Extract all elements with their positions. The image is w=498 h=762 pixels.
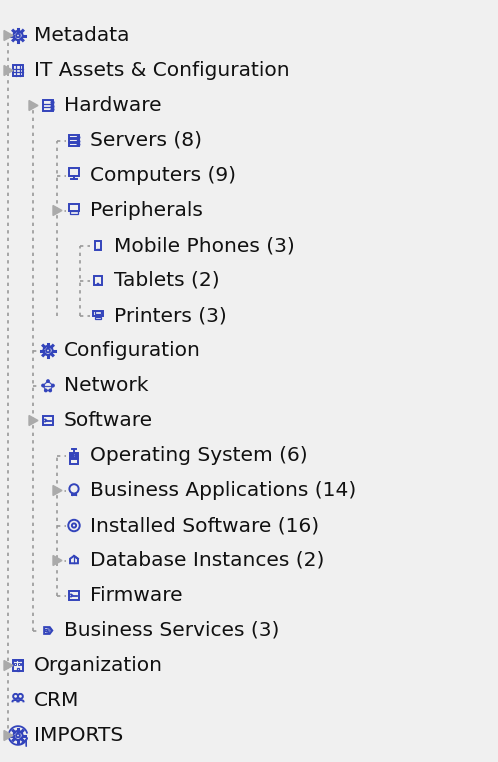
Circle shape	[52, 384, 54, 386]
Bar	[69, 135, 79, 138]
Bar	[14, 659, 16, 661]
Text: Firmware: Firmware	[90, 586, 183, 605]
Text: Business Services (3): Business Services (3)	[64, 621, 279, 640]
Bar	[69, 139, 79, 142]
Circle shape	[42, 384, 44, 386]
Text: Printers (3): Printers (3)	[114, 306, 227, 325]
Text: Network: Network	[64, 376, 148, 395]
Text: Business Applications (14): Business Applications (14)	[90, 481, 356, 500]
Bar	[93, 311, 103, 316]
Polygon shape	[29, 101, 38, 110]
Bar	[69, 591, 79, 600]
Text: Hardware: Hardware	[64, 96, 162, 115]
Polygon shape	[29, 415, 38, 425]
Text: Computers (9): Computers (9)	[90, 166, 236, 185]
Text: Tablets (2): Tablets (2)	[114, 271, 220, 290]
Bar	[13, 66, 23, 75]
Text: Configuration: Configuration	[64, 341, 201, 360]
Polygon shape	[53, 555, 62, 565]
Bar	[13, 660, 23, 671]
Circle shape	[47, 380, 49, 383]
Polygon shape	[4, 66, 13, 75]
Text: Metadata: Metadata	[34, 26, 129, 45]
Bar	[69, 143, 79, 146]
Text: Peripherals: Peripherals	[90, 201, 203, 220]
Text: Installed Software (16): Installed Software (16)	[90, 516, 319, 535]
Bar	[95, 241, 101, 251]
Bar	[17, 668, 19, 671]
Bar	[43, 416, 53, 425]
Circle shape	[49, 389, 51, 392]
Bar	[70, 211, 79, 214]
Text: Operating System (6): Operating System (6)	[90, 446, 308, 465]
Bar	[70, 459, 78, 464]
Polygon shape	[4, 731, 13, 741]
Bar	[94, 276, 102, 286]
Text: Servers (8): Servers (8)	[90, 131, 202, 150]
Bar	[95, 316, 102, 319]
Text: IT Assets & Configuration: IT Assets & Configuration	[34, 61, 290, 80]
Polygon shape	[53, 206, 62, 216]
Text: Mobile Phones (3): Mobile Phones (3)	[114, 236, 295, 255]
Polygon shape	[53, 485, 62, 495]
Bar	[21, 659, 23, 661]
Text: CRM: CRM	[34, 691, 79, 710]
Polygon shape	[4, 661, 13, 671]
Bar	[69, 168, 79, 176]
Polygon shape	[4, 30, 13, 40]
Bar	[18, 659, 20, 661]
Text: Database Instances (2): Database Instances (2)	[90, 551, 324, 570]
Bar	[14, 663, 16, 665]
Bar	[70, 453, 78, 458]
Text: Organization: Organization	[34, 656, 163, 675]
Circle shape	[45, 389, 47, 392]
Text: Software: Software	[64, 411, 153, 430]
Text: IMPORTS: IMPORTS	[34, 726, 123, 745]
Bar	[95, 311, 102, 314]
Bar	[21, 663, 23, 665]
Bar	[69, 203, 79, 210]
Bar	[43, 100, 53, 111]
Bar	[18, 663, 20, 665]
